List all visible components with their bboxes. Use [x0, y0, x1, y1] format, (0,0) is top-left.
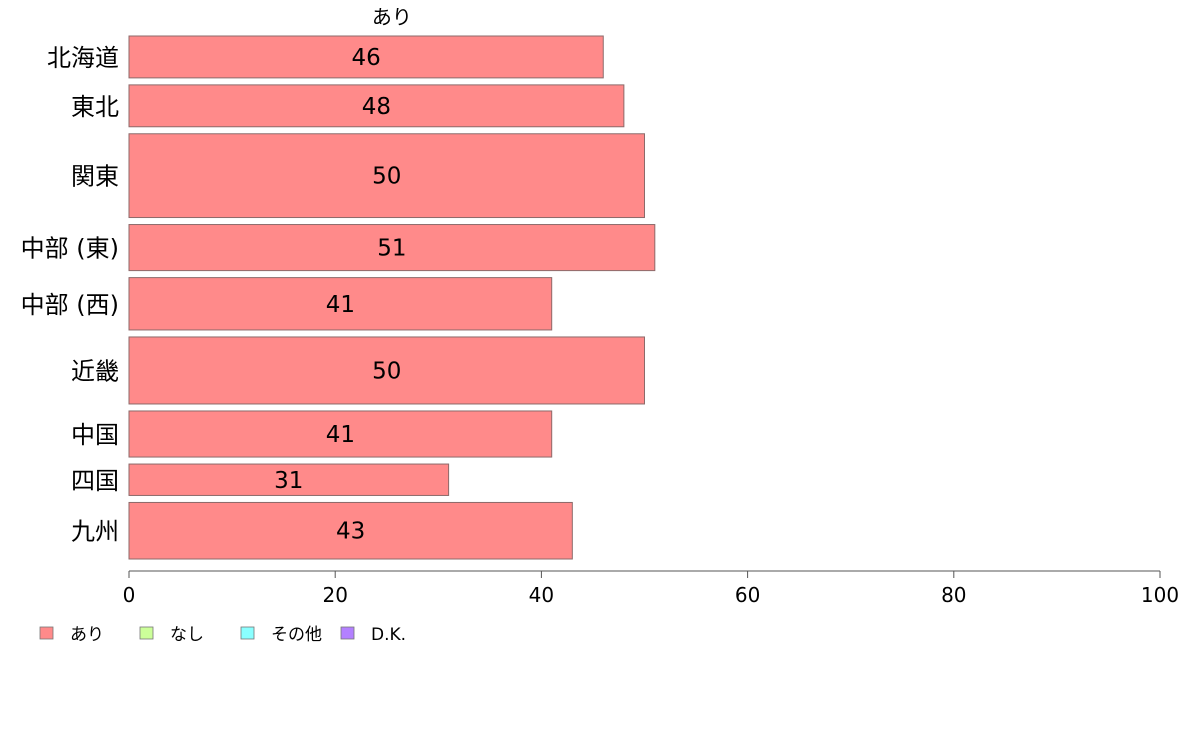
x-tick-label: 0: [123, 583, 136, 607]
legend-swatch: [139, 626, 154, 640]
value-label: 51: [377, 236, 406, 262]
value-label: 43: [336, 519, 365, 545]
category-label: 中部 (西): [21, 291, 119, 319]
legend-swatch: [240, 626, 255, 640]
value-label: 48: [362, 94, 391, 120]
value-label: 50: [372, 164, 401, 190]
value-label: 50: [372, 358, 401, 384]
bar: [128, 84, 625, 128]
x-tick-label: 100: [1141, 583, 1179, 607]
legend: あり なし その他 D.K.: [39, 625, 406, 645]
category-label: 関東: [71, 163, 119, 191]
bar: [128, 224, 656, 272]
bar: [128, 133, 645, 219]
category-label: 北海道: [47, 44, 119, 72]
x-axis: 0 20 40 60 80 100: [123, 570, 1179, 607]
bars-group: 北海道 46 東北 48 関東 50 中部 (東) 51 中部 (西) 41 近畿 50 中国 41 四国 3…: [21, 35, 656, 560]
category-label: 中国: [71, 421, 119, 449]
bar: [128, 410, 553, 458]
category-label: 近畿: [71, 357, 119, 385]
legend-swatch: [340, 626, 355, 640]
x-tick-label: 40: [529, 583, 554, 607]
value-label: 41: [326, 422, 355, 448]
bar: [128, 35, 604, 79]
series-title: あり: [372, 5, 412, 29]
value-label: 41: [326, 292, 355, 318]
category-label: 東北: [71, 93, 119, 121]
category-label: 四国: [71, 467, 119, 495]
legend-swatch: [39, 626, 54, 640]
legend-label: なし: [170, 625, 204, 645]
category-label: 九州: [71, 518, 119, 546]
x-tick-label: 80: [941, 583, 966, 607]
bar: [128, 336, 645, 405]
bar: [128, 463, 450, 496]
value-label: 31: [274, 468, 303, 494]
value-label: 46: [351, 45, 380, 71]
bar: [128, 277, 553, 331]
legend-label: D.K.: [371, 625, 406, 645]
category-label: 中部 (東): [21, 235, 119, 263]
legend-label: あり: [70, 625, 104, 645]
x-tick-label: 60: [735, 583, 760, 607]
x-tick-label: 20: [322, 583, 347, 607]
bar: [128, 501, 573, 560]
legend-label: その他: [271, 625, 322, 645]
